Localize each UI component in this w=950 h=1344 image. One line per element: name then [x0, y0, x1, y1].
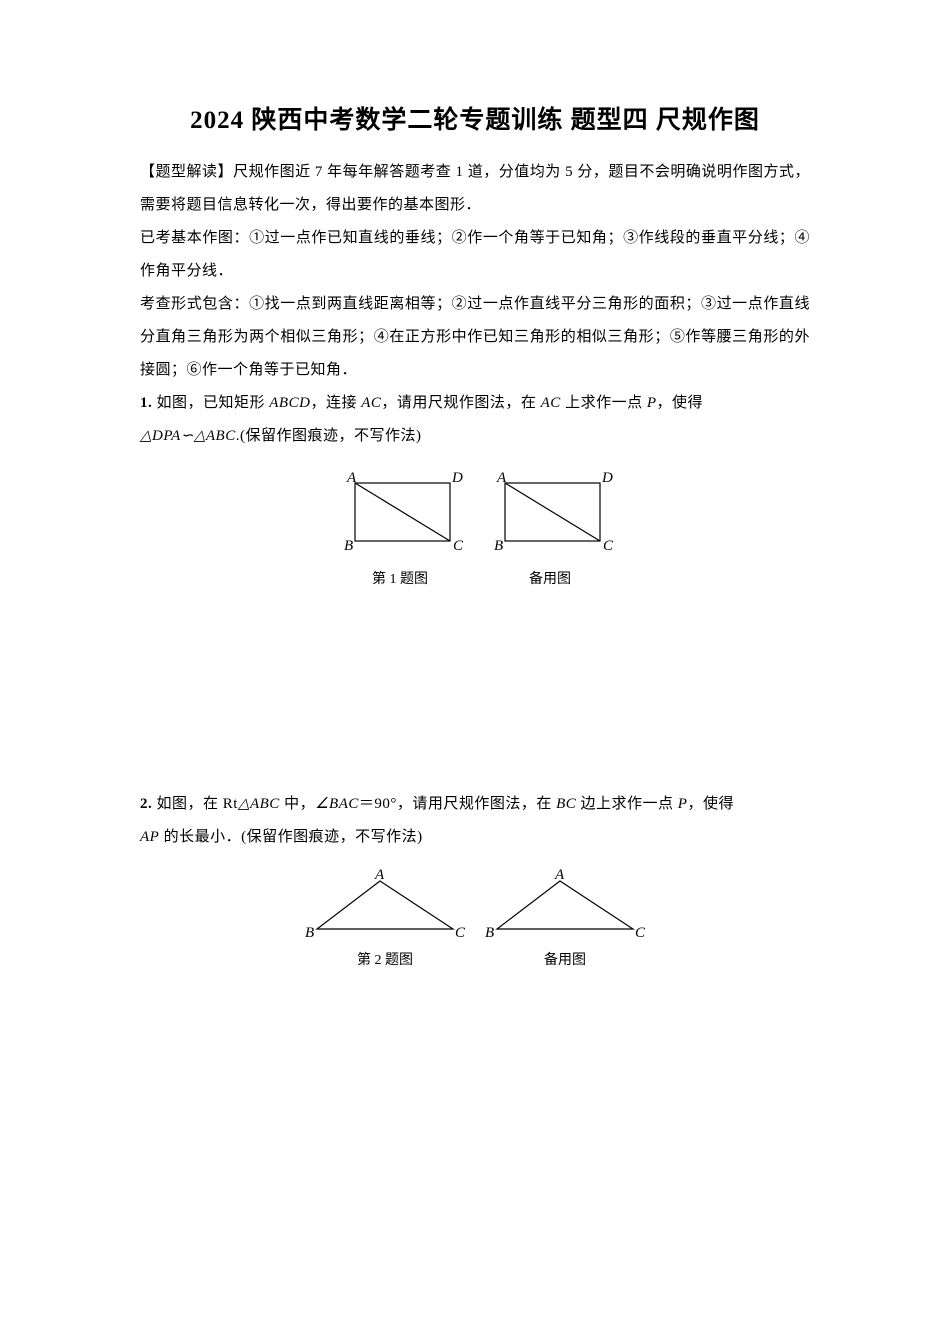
figure-1-svg: A D B C — [335, 468, 465, 563]
exam-prefix: 考查形式包含： — [140, 296, 249, 312]
figure-1-backup-caption: 备用图 — [529, 568, 571, 588]
exam-forms: 考查形式包含：①找一点到两直线距离相等；②过一点作直线平分三角形的面积；③过一点… — [140, 288, 810, 387]
q2-text1: 如图，在 Rt — [157, 796, 238, 812]
question-2: 2. 如图，在 Rt△ABC 中，∠BAC＝90°，请用尺规作图法，在 BC 边… — [140, 788, 810, 854]
basic-prefix: 已考基本作图： — [140, 230, 249, 246]
q1-text5: ，使得 — [657, 395, 704, 411]
label-C2: C — [603, 538, 614, 554]
question-1: 1. 如图，已知矩形 ABCD，连接 AC，请用尺规作图法，在 AC 上求作一点… — [140, 387, 810, 453]
figure-1-backup-svg: A D B C — [485, 468, 615, 563]
q1-similar: △DPA∽△ABC — [140, 428, 236, 444]
label-B4: B — [485, 925, 494, 941]
q1-text1: 如图，已知矩形 — [157, 395, 270, 411]
page-title: 2024 陕西中考数学二轮专题训练 题型四 尺规作图 — [140, 100, 810, 136]
label-B: B — [344, 538, 353, 554]
q2-text5: ，使得 — [687, 796, 734, 812]
figure-2-main: A B C 第 2 题图 — [305, 869, 465, 969]
figure-2-backup: A B C 备用图 — [485, 869, 645, 969]
figure-2-svg: A B C — [305, 869, 465, 944]
intro-text: 尺规作图近 7 年每年解答题考查 1 道，分值均为 5 分，题目不会明确说明作图… — [140, 164, 810, 213]
label-C: C — [453, 538, 464, 554]
basic-constructions: 已考基本作图：①过一点作已知直线的垂线；②作一个角等于已知角；③作线段的垂直平分… — [140, 222, 810, 288]
figure-1-row: A D B C 第 1 题图 A D B C 备用图 — [140, 468, 810, 588]
label-B3: B — [305, 925, 314, 941]
label-D: D — [451, 470, 463, 486]
q2-abc: △ABC — [238, 796, 280, 812]
q1-text6: .(保留作图痕迹，不写作法) — [236, 428, 422, 444]
q1-text2: ，连接 — [310, 395, 361, 411]
label-A3: A — [374, 869, 385, 883]
label-A4: A — [554, 869, 565, 883]
q2-text4: 边上求作一点 — [576, 796, 678, 812]
q1-ac: AC — [361, 395, 381, 411]
intro-paragraph: 【题型解读】尺规作图近 7 年每年解答题考查 1 道，分值均为 5 分，题目不会… — [140, 156, 810, 222]
q2-text2: 中， — [280, 796, 315, 812]
label-A: A — [346, 470, 357, 486]
figure-1-backup: A D B C 备用图 — [485, 468, 615, 588]
label-B2: B — [494, 538, 503, 554]
q2-angle: ∠BAC — [315, 796, 359, 812]
q1-ac2: AC — [541, 395, 561, 411]
figure-1-main: A D B C 第 1 题图 — [335, 468, 465, 588]
figure-2-caption: 第 2 题图 — [357, 949, 413, 969]
q1-p: P — [647, 395, 657, 411]
figure-2-backup-caption: 备用图 — [544, 949, 586, 969]
q2-text3: ＝90°，请用尺规作图法，在 — [359, 796, 556, 812]
label-C3: C — [455, 925, 465, 941]
q1-abcd: ABCD — [269, 395, 310, 411]
q2-bc: BC — [556, 796, 576, 812]
figure-1-caption: 第 1 题图 — [372, 568, 428, 588]
q1-number: 1. — [140, 395, 152, 411]
q1-text4: 上求作一点 — [561, 395, 647, 411]
figure-2-row: A B C 第 2 题图 A B C 备用图 — [140, 869, 810, 969]
q2-text6: 的长最小．(保留作图痕迹，不写作法) — [159, 829, 422, 845]
q2-number: 2. — [140, 796, 152, 812]
figure-2-backup-svg: A B C — [485, 869, 645, 944]
intro-label: 【题型解读】 — [140, 164, 233, 180]
q2-ap: AP — [140, 829, 159, 845]
label-A2: A — [496, 470, 507, 486]
label-D2: D — [601, 470, 613, 486]
q1-text3: ，请用尺规作图法，在 — [381, 395, 540, 411]
label-C4: C — [635, 925, 645, 941]
